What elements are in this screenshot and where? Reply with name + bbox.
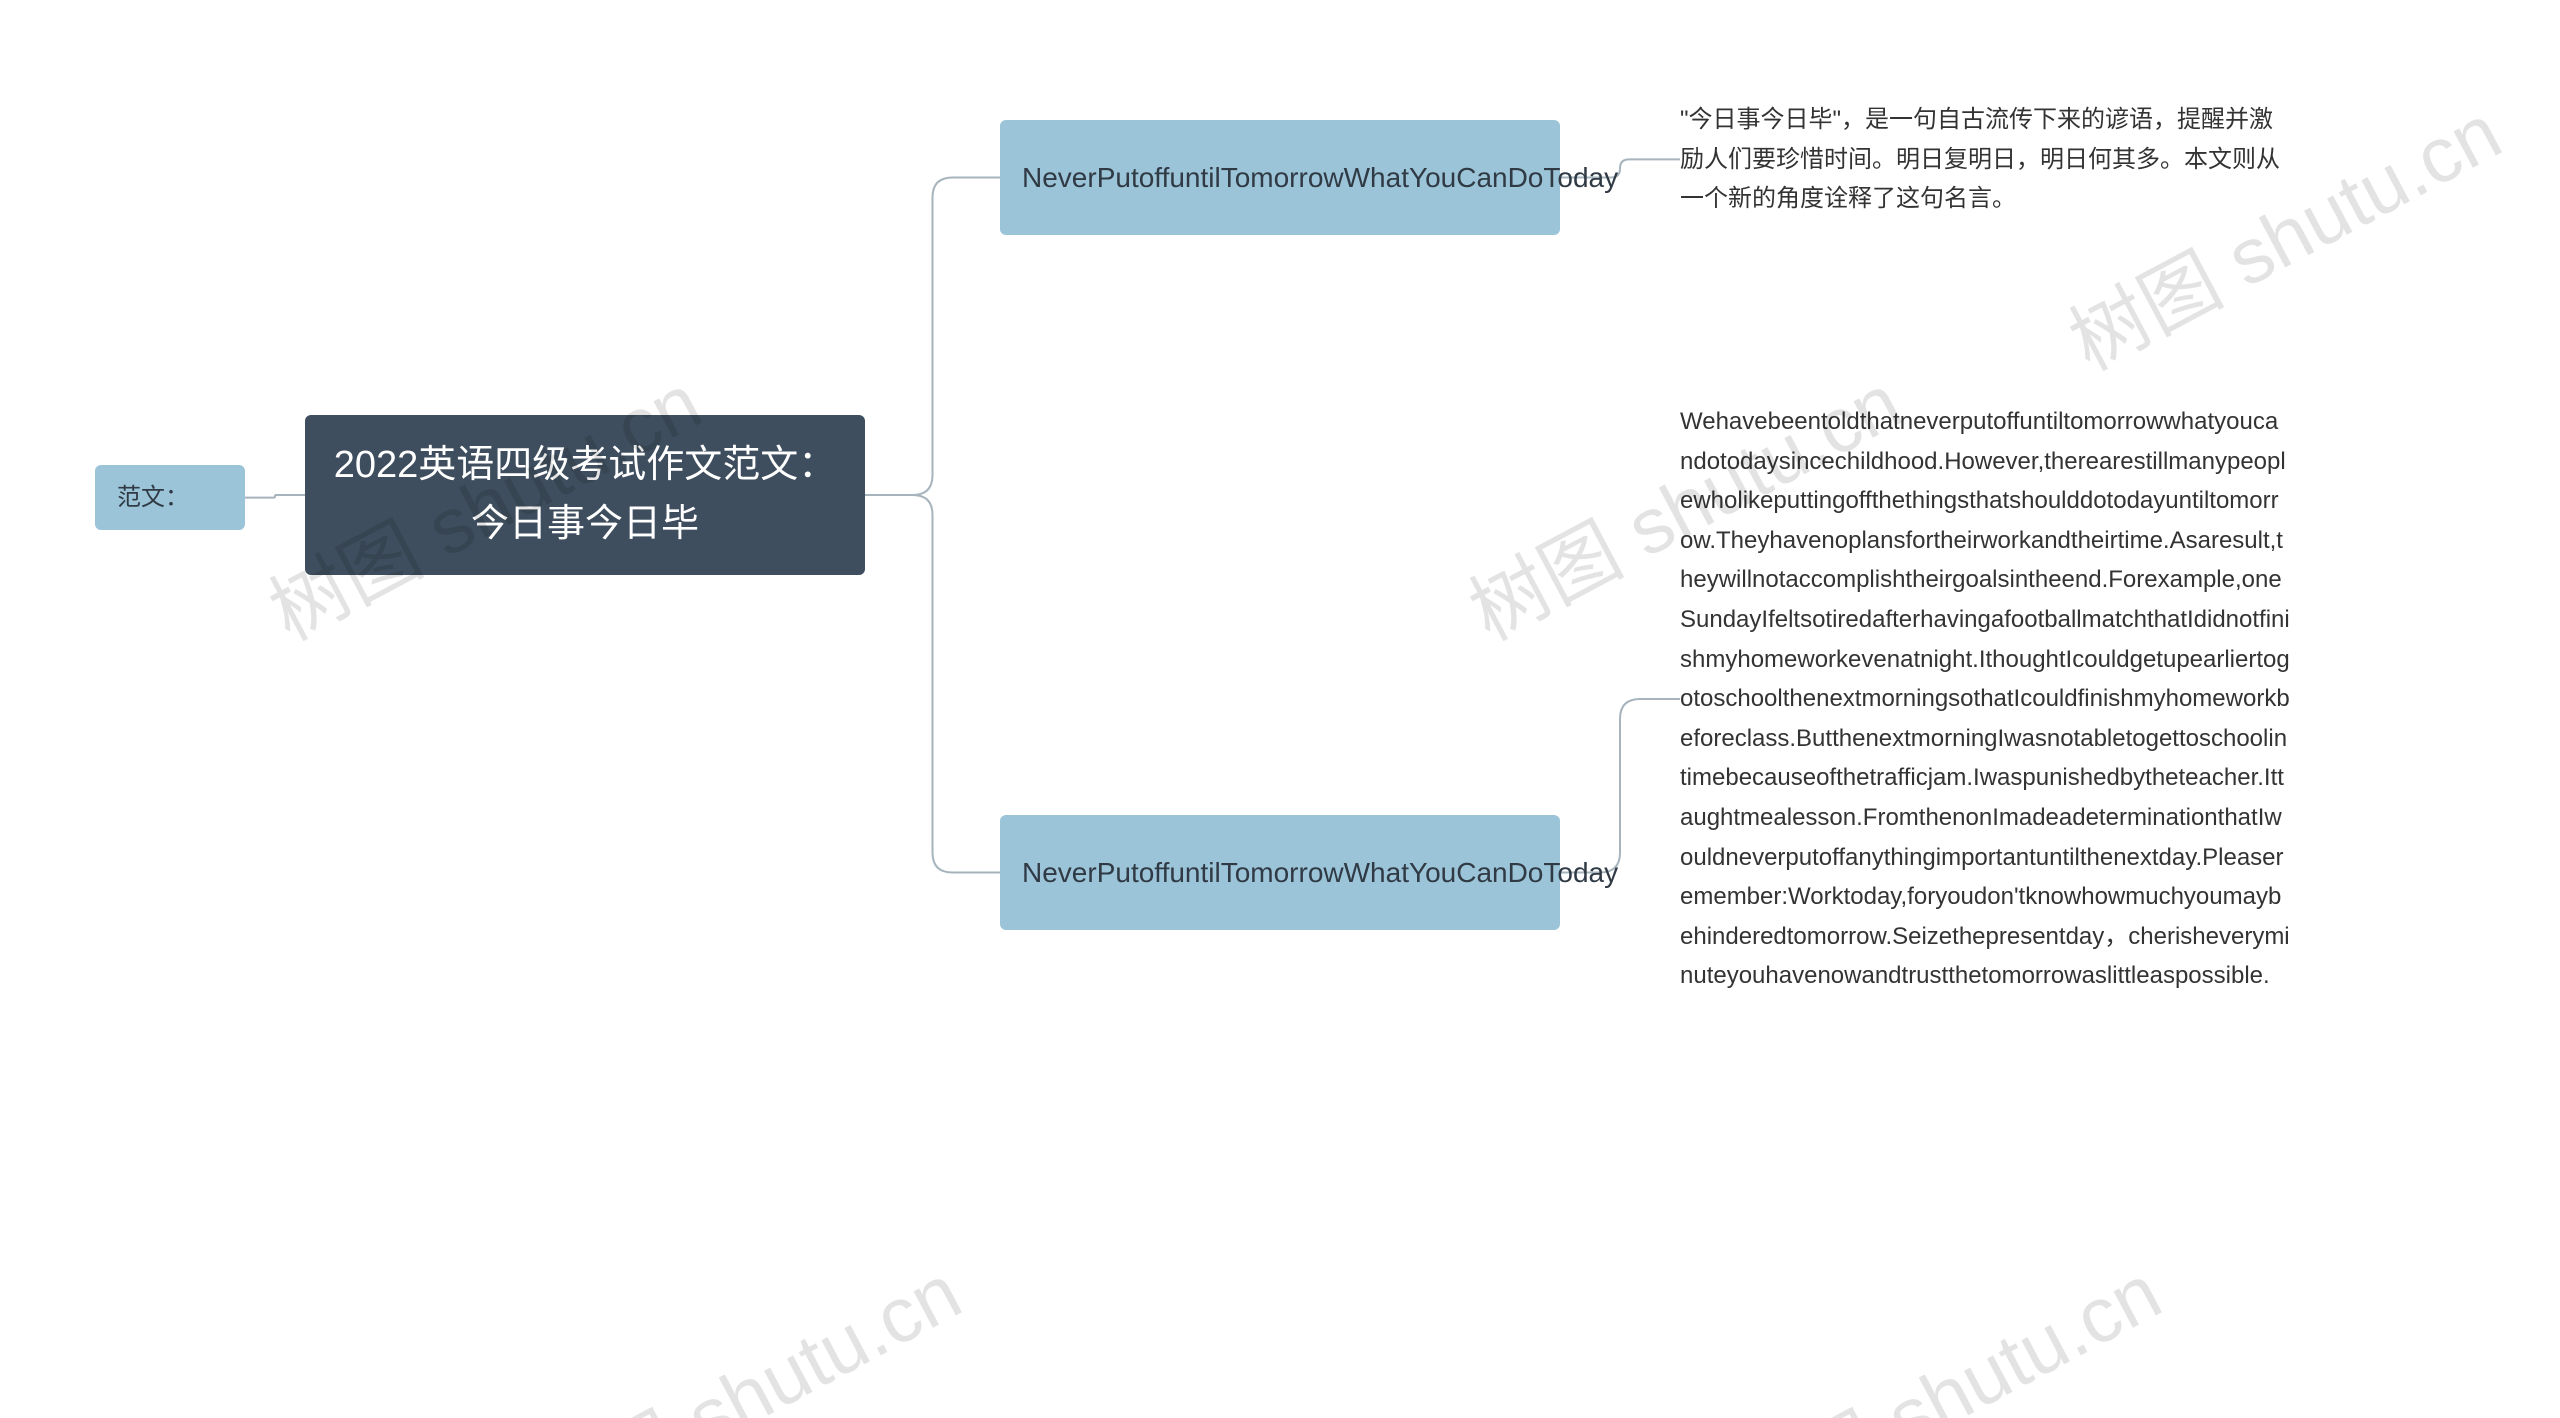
connector-line [865, 178, 1000, 496]
child-node-2: NeverPutoffuntilTomorrowWhatYouCanDoToda… [1000, 815, 1560, 930]
child-1-label: NeverPutoffuntilTomorrowWhatYouCanDoToda… [1022, 156, 1618, 199]
prefix-node: 范文： [95, 465, 245, 530]
root-node: 2022英语四级考试作文范文：今日事今日毕 [305, 415, 865, 575]
watermark-text: 树图 shutu.cn [507, 1231, 977, 1418]
watermark-text: 树图 shutu.cn [1707, 1231, 2177, 1418]
prefix-label: 范文： [117, 479, 189, 516]
connector-line [865, 495, 1000, 873]
connector-line [245, 495, 305, 498]
child-2-label: NeverPutoffuntilTomorrowWhatYouCanDoToda… [1022, 851, 1618, 894]
leaf-1-content: "今日事今日毕"，是一句自古流传下来的谚语，提醒并激励人们要珍惜时间。明日复明日… [1680, 106, 2280, 212]
child-node-1: NeverPutoffuntilTomorrowWhatYouCanDoToda… [1000, 120, 1560, 235]
connector-line [1560, 699, 1680, 873]
leaf-text-1: "今日事今日毕"，是一句自古流传下来的谚语，提醒并激励人们要珍惜时间。明日复明日… [1680, 100, 2290, 219]
leaf-text-2: Wehavebeentoldthatneverputoffuntiltomorr… [1680, 402, 2290, 996]
leaf-2-content: Wehavebeentoldthatneverputoffuntiltomorr… [1680, 408, 2290, 989]
root-label: 2022英语四级考试作文范文：今日事今日毕 [327, 436, 843, 554]
